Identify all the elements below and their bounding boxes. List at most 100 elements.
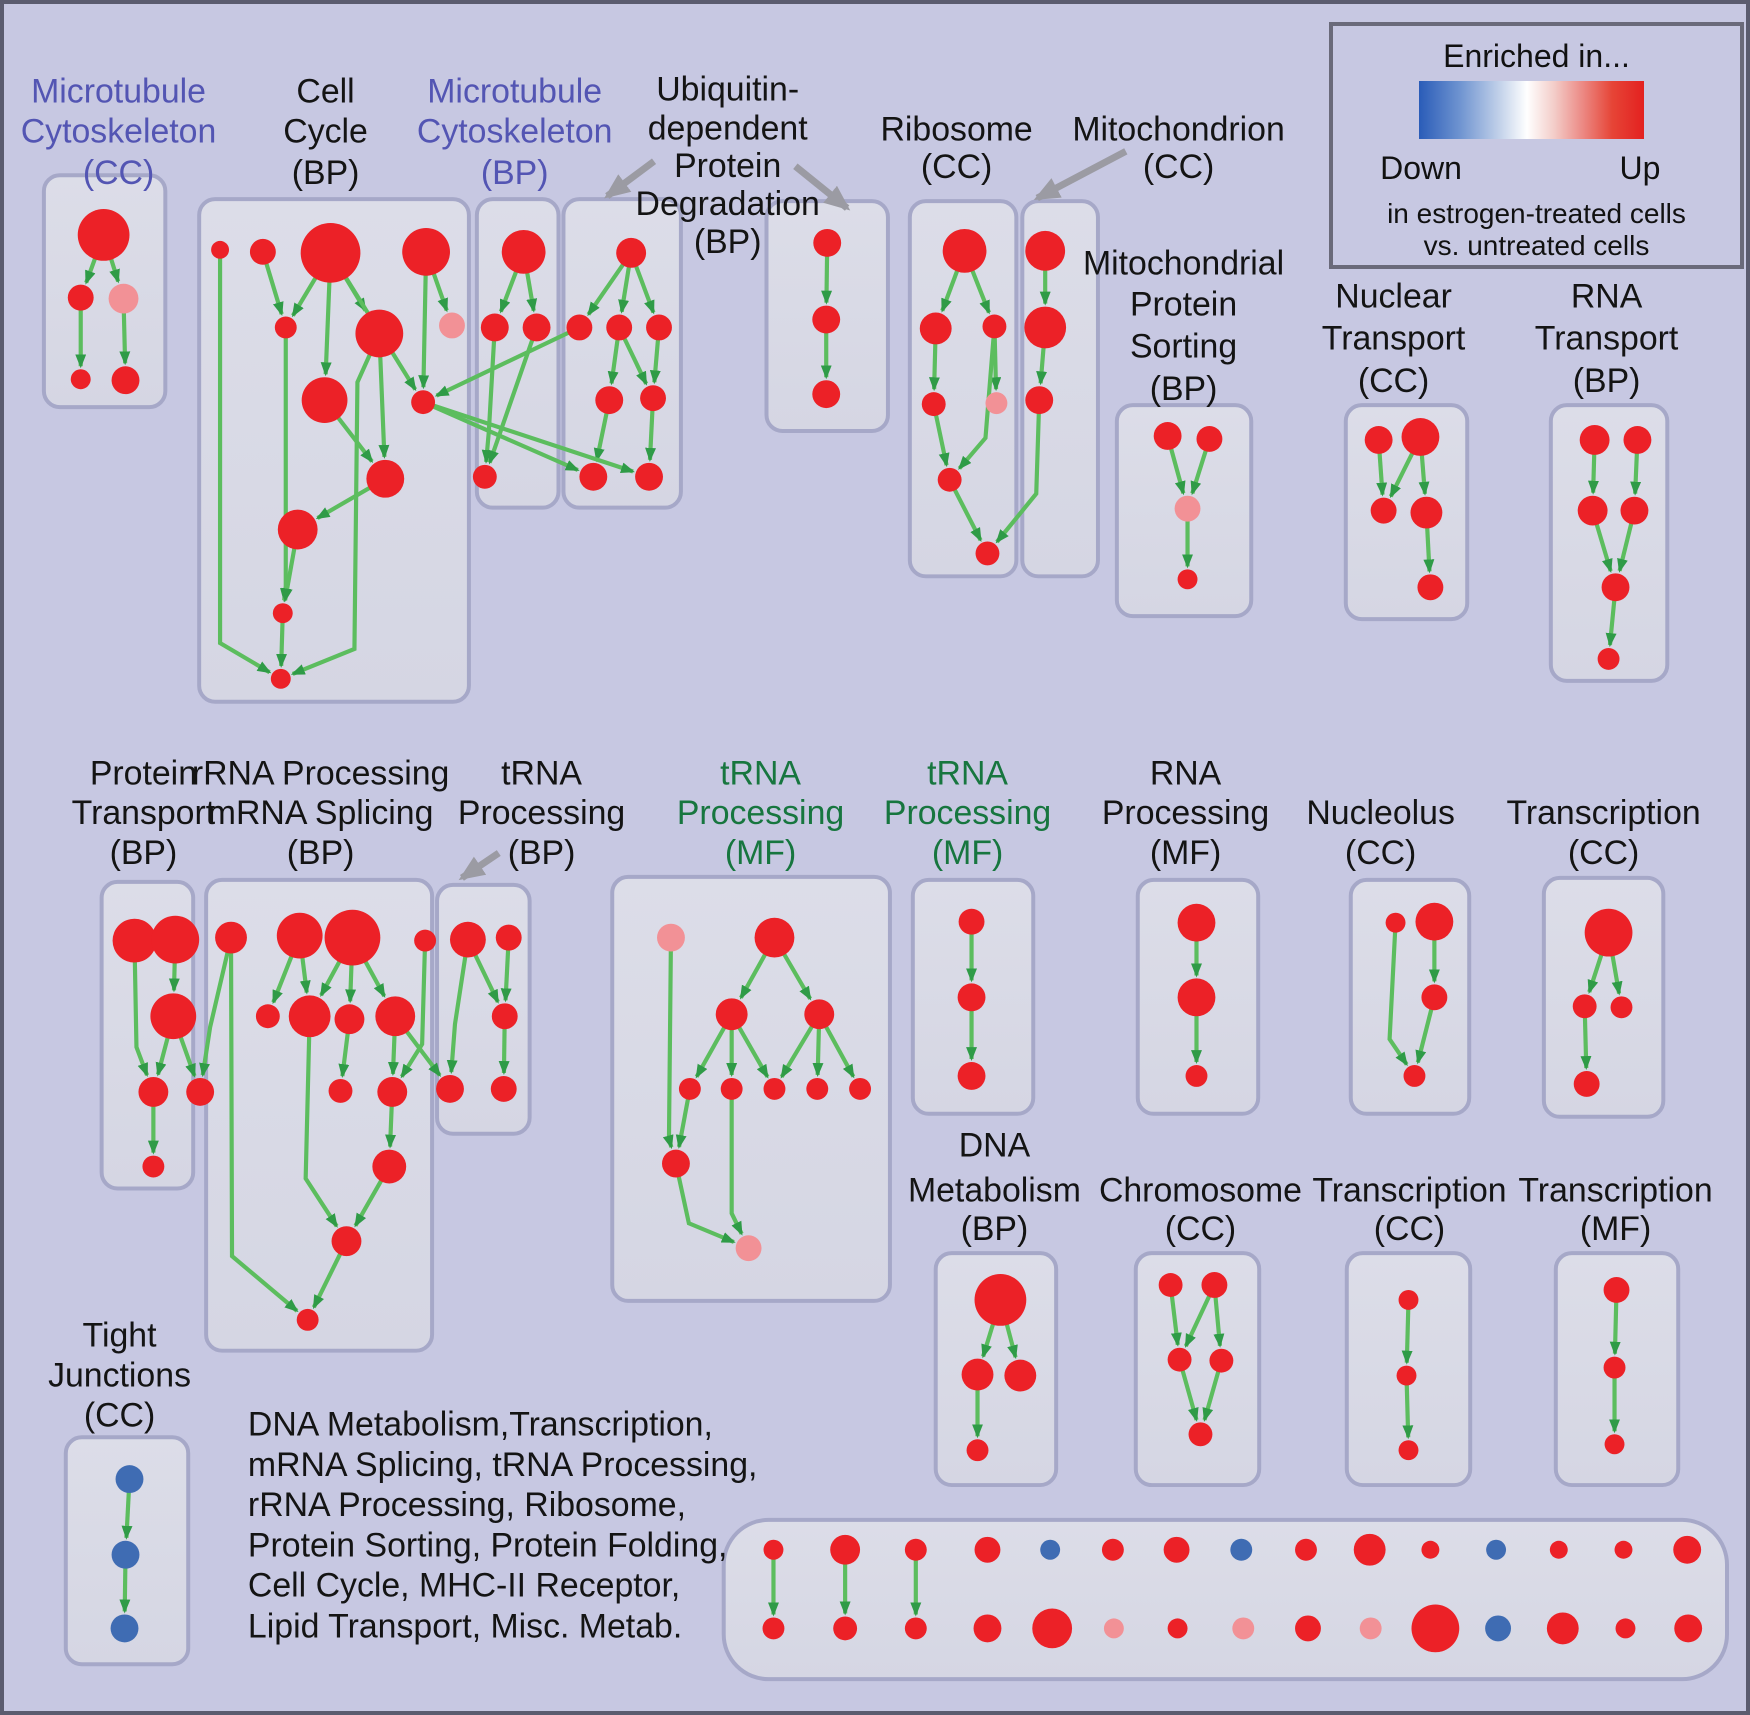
chromosome-cc: Chromosome xyxy=(1099,1171,1302,1209)
nuclear-transport-cc: Nuclear xyxy=(1335,278,1452,316)
go-term-node xyxy=(973,1614,1002,1643)
go-term-node xyxy=(1417,574,1444,601)
go-term-node xyxy=(812,305,841,334)
nuclear-transport-cc: Transport xyxy=(1322,319,1466,357)
relation-edge xyxy=(1387,922,1409,1067)
trna-processing-mf-2: (MF) xyxy=(932,834,1003,872)
trna-processing-mf-2: Processing xyxy=(884,794,1051,832)
rna-processing-mf: (MF) xyxy=(1150,834,1221,872)
go-term-node xyxy=(1385,912,1406,933)
go-term-node xyxy=(377,1076,408,1107)
go-term-node xyxy=(301,377,348,424)
misc-clusters-box xyxy=(721,1517,1729,1682)
go-term-node xyxy=(1101,1538,1124,1561)
go-term-node xyxy=(411,390,436,415)
misc-clusters-text: Protein Sorting, Protein Folding, xyxy=(248,1527,728,1565)
go-term-node xyxy=(1185,1065,1208,1087)
transcription-cc-row3: (CC) xyxy=(1374,1210,1445,1248)
microtubule-cytoskeleton-bp-box xyxy=(474,197,561,510)
microtubule-cytoskeleton-cc: Microtubule xyxy=(31,73,206,111)
go-term-node xyxy=(296,1308,319,1331)
go-term-node xyxy=(640,385,666,412)
relation-edge xyxy=(280,327,291,603)
go-term-node xyxy=(763,1077,786,1100)
legend-box: Enriched in... Down Up in estrogen-treat… xyxy=(1329,22,1744,269)
misc-clusters-text: Lipid Transport, Misc. Metab. xyxy=(248,1607,682,1645)
go-term-node xyxy=(762,1617,785,1640)
go-term-node xyxy=(151,915,200,964)
trna-bp-label-arrow xyxy=(458,850,501,881)
go-term-node xyxy=(1167,1618,1188,1639)
legend-note-line2: vs. untreated cells xyxy=(1423,230,1650,261)
go-term-node xyxy=(904,1617,927,1640)
go-term-node xyxy=(982,314,1007,339)
go-term-node xyxy=(661,1149,690,1178)
go-network-canvas: MicrotubuleCytoskeleton(CC)CellCycle(BP)… xyxy=(21,71,1729,1682)
chromosome-cc: (CC) xyxy=(1165,1210,1236,1248)
go-term-node xyxy=(1579,425,1610,455)
trna-processing-mf-1: Processing xyxy=(677,794,844,832)
go-term-node xyxy=(1415,902,1454,941)
trna-processing-mf-1: tRNA xyxy=(720,754,801,792)
go-term-node xyxy=(975,541,1000,566)
go-term-node xyxy=(735,1235,762,1262)
go-term-node xyxy=(813,228,842,257)
cell-cycle-bp: (BP) xyxy=(292,154,360,192)
go-term-node xyxy=(300,222,361,283)
go-term-node xyxy=(1410,496,1443,529)
rna-processing-mf: RNA xyxy=(1150,754,1222,792)
go-term-node xyxy=(1024,306,1067,349)
go-term-node xyxy=(288,995,331,1038)
ubiquitin-label-arrow-left xyxy=(604,158,657,199)
nuclear-transport-box xyxy=(1343,403,1470,622)
dna-metabolism-box xyxy=(933,1251,1059,1488)
protein-transport-bp: Transport xyxy=(72,794,216,832)
go-term-node xyxy=(958,908,985,935)
go-term-node xyxy=(1040,1539,1061,1560)
ubiquitin-dependent-protein-degradation-bp: Protein xyxy=(674,147,781,185)
go-term-node xyxy=(108,283,139,314)
go-term-node xyxy=(579,462,608,491)
go-term-node xyxy=(1401,418,1440,456)
mitochondrion-cc: Mitochondrion xyxy=(1072,110,1284,148)
go-term-node xyxy=(1398,1289,1419,1310)
go-term-node xyxy=(331,1226,362,1257)
protein-transport-bp: Protein xyxy=(90,754,197,792)
go-term-node xyxy=(138,1076,169,1107)
go-term-node xyxy=(1295,1615,1321,1642)
microtubule-cytoskeleton-bp: (BP) xyxy=(481,154,549,192)
go-term-node xyxy=(646,314,672,341)
go-term-node xyxy=(1546,1612,1579,1645)
legend-down-label: Down xyxy=(1380,150,1462,186)
go-term-node xyxy=(1610,996,1633,1019)
go-term-node xyxy=(1209,1348,1234,1373)
go-term-node xyxy=(566,314,593,341)
transcription-cc-row2: (CC) xyxy=(1568,834,1639,872)
legend-gradient-bar xyxy=(1419,81,1644,139)
chromosome-box xyxy=(1133,1251,1262,1488)
microtubule-cytoskeleton-cc: Cytoskeleton xyxy=(21,112,217,150)
go-term-node xyxy=(186,1077,215,1106)
rrna-processing-mrna-splicing-bp: (BP) xyxy=(287,834,355,872)
go-term-node xyxy=(1364,426,1393,454)
go-term-node xyxy=(1174,495,1201,522)
transcription-cc-row3: Transcription xyxy=(1312,1171,1506,1209)
misc-clusters-text: DNA Metabolism,Transcription, xyxy=(248,1405,713,1443)
microtubule-cytoskeleton-cc-box xyxy=(41,173,168,410)
go-term-node xyxy=(110,1614,139,1643)
mitochondrial-protein-sorting-bp: (BP) xyxy=(1150,370,1218,408)
go-term-node xyxy=(1232,1617,1255,1640)
go-term-node xyxy=(1603,1356,1626,1379)
transcription-mf: (MF) xyxy=(1580,1210,1651,1248)
go-term-node xyxy=(1674,1614,1703,1643)
microtubule-cytoskeleton-bp: Microtubule xyxy=(427,73,602,111)
go-term-node xyxy=(449,921,486,958)
ribosome-cc: (CC) xyxy=(921,148,992,186)
go-term-node xyxy=(439,312,465,339)
go-term-node xyxy=(355,309,404,358)
go-term-node xyxy=(1398,1440,1419,1461)
dna-metabolism-bp: DNA xyxy=(959,1127,1031,1165)
tight-junctions-cc: (CC) xyxy=(84,1396,155,1434)
go-term-node xyxy=(1163,1536,1190,1563)
